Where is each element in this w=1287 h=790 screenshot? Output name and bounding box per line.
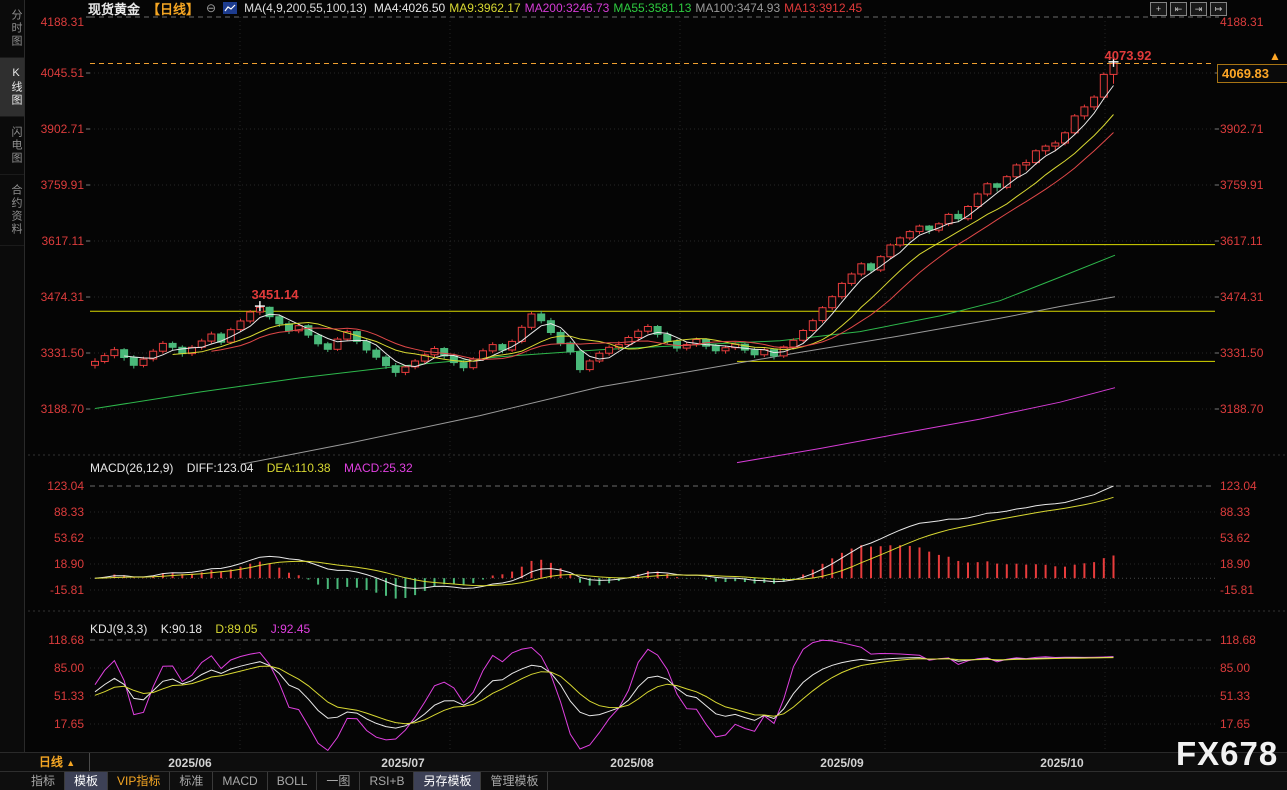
tab-0[interactable]: 指标: [22, 772, 66, 790]
chart-canvas[interactable]: [0, 0, 1287, 752]
main-axis-label-right: 4188.31: [1220, 15, 1264, 29]
macd-axis-label-right: 123.04: [1220, 479, 1257, 493]
period-label: 日线: [38, 755, 63, 769]
tab-8[interactable]: 另存模板: [414, 772, 482, 790]
tab-4[interactable]: MACD: [213, 772, 268, 790]
main-axis-label-left: 3331.50: [40, 346, 84, 360]
main-axis-label-right: 3759.91: [1220, 178, 1264, 192]
macd-axis-label-left: 123.04: [47, 479, 84, 493]
kdj-header: KDJ(9,3,3) K:90.18 D:89.05 J:92.45: [90, 622, 320, 636]
kdj-j-value: J:92.45: [270, 622, 311, 636]
sidebar-item-3[interactable]: 合约资料: [0, 175, 24, 246]
macd-axis-label-right: 18.90: [1220, 557, 1251, 571]
ma-value-4: MA100:3474.93: [695, 1, 781, 15]
chart-header: 现货黄金 【日线】 ⊖ MA(4,9,200,55,100,13) MA4:40…: [88, 0, 866, 17]
macd-dea-value: DEA:110.38: [266, 461, 331, 475]
main-axis-label-left: 3474.31: [40, 290, 84, 304]
marked-high-label: 3451.14: [251, 287, 299, 302]
main-axis-label-right: 3188.70: [1220, 402, 1264, 416]
sidebar: 分时图 K线图 闪电图 合约资料: [0, 0, 25, 752]
macd-axis-label-right: 53.62: [1220, 531, 1251, 545]
macd-title: MACD(26,12,9): [90, 461, 174, 475]
main-axis-label-right: 3474.31: [1220, 290, 1264, 304]
kdj-axis-label-right: 17.65: [1220, 717, 1251, 731]
symbol-name: 现货黄金: [88, 1, 141, 17]
main-axis-label-right: 3331.50: [1220, 346, 1264, 360]
ma-value-3: MA55:3581.13: [613, 1, 692, 15]
kdj-axis-label-right: 51.33: [1220, 689, 1251, 703]
macd-axis-label-right: -15.81: [1220, 583, 1255, 597]
period-selector[interactable]: 日线 ▲: [25, 753, 90, 771]
period-tag: 【日线】: [147, 1, 200, 17]
main-axis-label-left: 3617.11: [41, 234, 85, 248]
sidebar-item-0[interactable]: 分时图: [0, 0, 24, 58]
chart-toolbar: + ⇤ ⇥ ↦: [1150, 2, 1227, 16]
kdj-axis-label-right: 85.00: [1220, 661, 1251, 675]
kdj-axis-label-left: 85.00: [53, 661, 84, 675]
tab-9[interactable]: 管理模板: [481, 772, 549, 790]
kdj-axis-label-right: 118.68: [1220, 633, 1256, 647]
macd-diff-value: DIFF:123.04: [186, 461, 254, 475]
main-axis-label-left: 3902.71: [40, 122, 84, 136]
macd-axis-label-left: -15.81: [49, 583, 84, 597]
sidebar-item-1[interactable]: K线图: [0, 58, 24, 117]
kdj-k-value: K:90.18: [160, 622, 203, 636]
ma-settings-label: MA(4,9,200,55,100,13): [244, 1, 367, 15]
ma-value-5: MA13:3912.45: [784, 1, 863, 15]
sidebar-item-2[interactable]: 闪电图: [0, 117, 24, 175]
shift-right-icon[interactable]: ⇥: [1190, 2, 1207, 16]
kdj-axis-label-left: 51.33: [53, 689, 84, 703]
main-axis-label-left: 3759.91: [40, 178, 84, 192]
ma-value-2: MA200:3246.73: [524, 1, 610, 15]
circle-minus-icon[interactable]: ⊖: [206, 1, 217, 15]
tab-1[interactable]: 模板: [65, 772, 109, 790]
tab-7[interactable]: RSI+B: [360, 772, 415, 790]
tab-3[interactable]: 标准: [170, 772, 214, 790]
main-axis-label-left: 4188.31: [40, 15, 84, 29]
kdj-title: KDJ(9,3,3): [90, 622, 148, 636]
date-label: 2025/08: [610, 756, 654, 770]
tab-6[interactable]: 一图: [317, 772, 361, 790]
main-axis-label-left: 3188.70: [40, 402, 84, 416]
date-label: 2025/10: [1040, 756, 1084, 770]
macd-axis-label-left: 53.62: [53, 531, 84, 545]
ma-value-0: MA4:4026.50: [373, 1, 446, 15]
date-label: 2025/09: [820, 756, 864, 770]
kdj-axis-label-left: 17.65: [53, 717, 84, 731]
template-tab-bar: 指标 模板 VIP指标 标准 MACD BOLL 一图 RSI+B 另存模板 管理模板: [0, 771, 1287, 790]
shift-left-icon[interactable]: ⇤: [1170, 2, 1187, 16]
last-price-tag: 4069.83: [1217, 64, 1287, 83]
macd-axis-label-left: 88.33: [53, 505, 84, 519]
kdj-axis-label-left: 118.68: [48, 633, 84, 647]
ma-values: MA4:4026.50 MA9:3962.17 MA200:3246.73 MA55:…: [374, 1, 866, 15]
chart-type-icon: [223, 2, 238, 14]
session-high-label: 4073.92: [1104, 48, 1152, 63]
goto-latest-icon[interactable]: ↦: [1210, 2, 1227, 16]
kdj-d-value: D:89.05: [215, 622, 258, 636]
move-chart-icon[interactable]: +: [1150, 2, 1167, 16]
main-axis-label-right: 3902.71: [1220, 122, 1264, 136]
macd-bar-value: MACD:25.32: [343, 461, 413, 475]
tab-5[interactable]: BOLL: [268, 772, 318, 790]
macd-axis-label-left: 18.90: [53, 557, 84, 571]
date-label: 2025/06: [168, 756, 212, 770]
ma-value-1: MA9:3962.17: [449, 1, 521, 15]
main-axis-label-right: 3617.11: [1220, 234, 1263, 248]
period-arrow-icon: ▲: [66, 758, 76, 768]
date-label: 2025/07: [381, 756, 425, 770]
macd-header: MACD(26,12,9) DIFF:123.04 DEA:110.38 MAC…: [90, 461, 423, 475]
tab-2[interactable]: VIP指标: [108, 772, 171, 790]
macd-axis-label-right: 88.33: [1220, 505, 1251, 519]
main-axis-label-left: 4045.51: [40, 66, 84, 80]
timeline-row: 日线 ▲ 2025/06 2025/07 2025/08 2025/09 2025/10: [0, 752, 1287, 771]
price-up-arrow-icon: ▲: [1269, 49, 1281, 63]
